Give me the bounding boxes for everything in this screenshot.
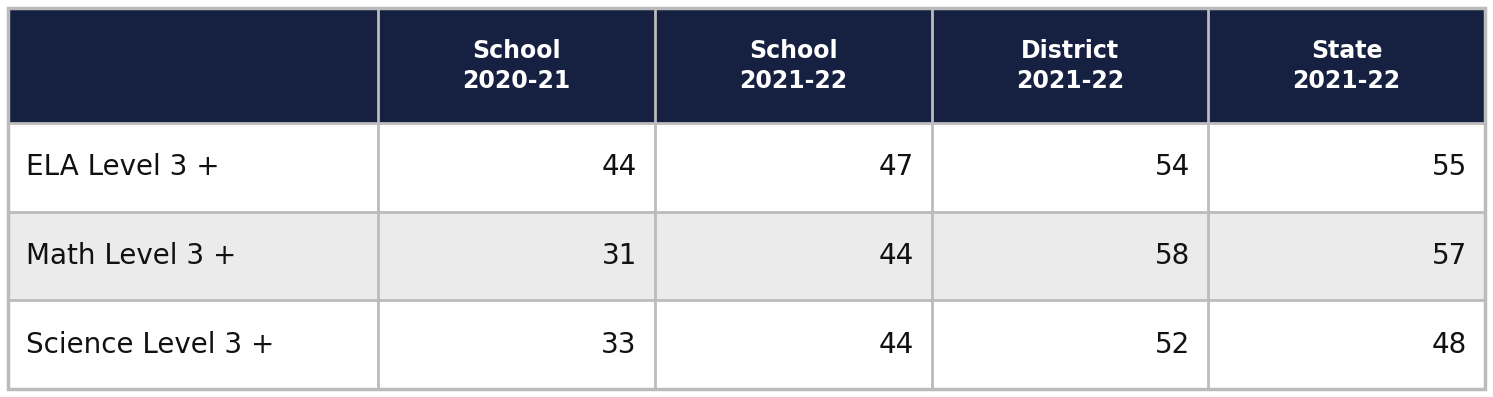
Text: 2021-22: 2021-22 bbox=[1293, 69, 1400, 94]
Text: 44: 44 bbox=[878, 331, 914, 358]
Text: District: District bbox=[1021, 39, 1118, 64]
Text: 33: 33 bbox=[602, 331, 636, 358]
Text: 47: 47 bbox=[878, 153, 914, 181]
Text: 54: 54 bbox=[1156, 153, 1190, 181]
Bar bbox=[7, 212, 1486, 301]
Text: 2021-22: 2021-22 bbox=[1015, 69, 1124, 94]
Text: 48: 48 bbox=[1432, 331, 1468, 358]
Text: ELA Level 3 +: ELA Level 3 + bbox=[25, 153, 219, 181]
Text: 44: 44 bbox=[878, 242, 914, 270]
Text: 57: 57 bbox=[1432, 242, 1468, 270]
Bar bbox=[7, 301, 1486, 389]
Text: 55: 55 bbox=[1432, 153, 1468, 181]
Text: State: State bbox=[1311, 39, 1383, 64]
Text: 2020-21: 2020-21 bbox=[463, 69, 570, 94]
Text: 52: 52 bbox=[1156, 331, 1190, 358]
Bar bbox=[7, 8, 1486, 123]
Text: 31: 31 bbox=[602, 242, 636, 270]
Bar bbox=[7, 123, 1486, 212]
Text: Math Level 3 +: Math Level 3 + bbox=[25, 242, 236, 270]
Text: School: School bbox=[749, 39, 838, 64]
Text: Science Level 3 +: Science Level 3 + bbox=[25, 331, 275, 358]
Text: School: School bbox=[472, 39, 561, 64]
Text: 44: 44 bbox=[602, 153, 636, 181]
Text: 58: 58 bbox=[1156, 242, 1190, 270]
Text: 2021-22: 2021-22 bbox=[739, 69, 847, 94]
